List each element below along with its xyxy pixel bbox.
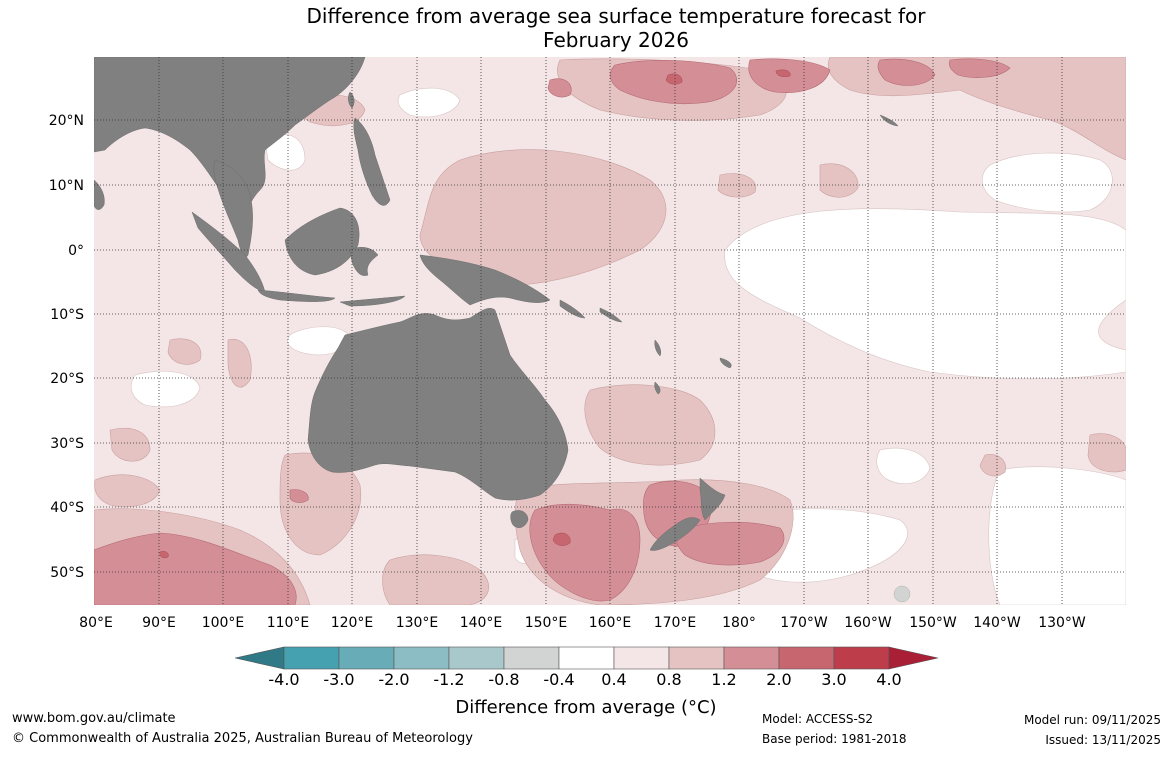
lon-label: 130°W — [1038, 615, 1086, 631]
lat-label: 10°N — [49, 178, 84, 194]
lon-label: 160°E — [589, 615, 632, 631]
colorbar-swatch — [613, 646, 670, 670]
graticule — [94, 57, 1126, 605]
colorbar-swatch — [723, 646, 780, 670]
colorbar-low-arrow — [234, 646, 285, 670]
colorbar-tick: -3.0 — [323, 670, 355, 689]
colorbar-tick: 0.8 — [656, 670, 682, 689]
lon-label: 150°E — [525, 615, 568, 631]
colorbar-high-arrow — [888, 646, 939, 670]
colorbar-swatch — [778, 646, 835, 670]
colorbar-tick: 0.4 — [601, 670, 627, 689]
footer-website: www.bom.gov.au/climate — [12, 711, 176, 726]
colorbar-tick: 1.2 — [711, 670, 737, 689]
land-borneo — [284, 207, 360, 276]
lon-label: 130°E — [396, 615, 439, 631]
anomaly-2.0-3.0-regions — [159, 69, 791, 559]
lon-label: 150°W — [909, 615, 957, 631]
lon-label: 170°W — [780, 615, 828, 631]
latitude-labels: 20°N 10°N 0° 10°S 20°S 30°S 40°S 50°S — [49, 113, 84, 581]
footer-issued: Issued: 13/11/2025 — [1045, 733, 1161, 747]
land-java — [257, 289, 336, 302]
colorbar-tick: 2.0 — [766, 670, 792, 689]
lon-label: 160°W — [844, 615, 892, 631]
colorbar-swatch — [338, 646, 395, 670]
footer-model-run: Model run: 09/11/2025 — [1023, 713, 1161, 727]
lon-label: 90°E — [142, 615, 176, 631]
colorbar-swatch — [393, 646, 450, 670]
colorbar-swatch — [558, 646, 615, 670]
colorbar-tick: -1.2 — [433, 670, 465, 689]
footer-copyright: © Commonwealth of Australia 2025, Austra… — [12, 731, 473, 746]
land-philippines — [353, 117, 391, 206]
colorbar-tick: -4.0 — [268, 670, 300, 689]
lat-label: 30°S — [50, 436, 84, 452]
map-area — [94, 57, 1126, 605]
footer-base-period: Base period: 1981-2018 — [762, 732, 907, 746]
lat-label: 40°S — [50, 500, 84, 516]
colorbar-tick: -0.4 — [543, 670, 575, 689]
near-normal-regions — [130, 87, 1126, 605]
land-lesser-sundas — [339, 295, 406, 307]
lat-label: 20°S — [50, 371, 84, 387]
land-india — [94, 179, 105, 210]
colorbar-swatch — [833, 646, 890, 670]
title-line-1: Difference from average sea surface temp… — [306, 4, 926, 28]
land-sulawesi — [349, 247, 379, 276]
anomaly-1.2-2.0-regions — [94, 58, 1011, 605]
colorbar-swatch — [448, 646, 505, 670]
longitude-labels: 80°E 90°E 100°E 110°E 120°E 130°E 140°E … — [79, 615, 1086, 631]
colorbar — [234, 646, 939, 670]
lon-label: 100°E — [202, 615, 245, 631]
land-masses — [94, 57, 899, 551]
lat-label: 10°S — [50, 307, 84, 323]
land-australia — [307, 308, 569, 501]
colorbar-swatch — [668, 646, 725, 670]
footer-model: Model: ACCESS-S2 — [762, 712, 874, 726]
lat-label: 50°S — [50, 565, 84, 581]
lat-label: 20°N — [49, 113, 84, 129]
lon-label: 80°E — [79, 615, 113, 631]
land-nz-north — [699, 477, 726, 521]
colorbar-title: Difference from average (°C) — [455, 697, 717, 718]
colorbar-tick-labels: -4.0 -3.0 -2.0 -1.2 -0.8 -0.4 0.4 0.8 1.… — [0, 670, 1173, 692]
colorbar-tick: -0.8 — [488, 670, 520, 689]
lon-label: 180° — [722, 615, 756, 631]
colorbar-swatch — [283, 646, 340, 670]
lon-label: 140°E — [460, 615, 503, 631]
colorbar-swatch — [503, 646, 560, 670]
colorbar-tick: -2.0 — [378, 670, 410, 689]
lon-label: 140°W — [973, 615, 1021, 631]
land-tasmania — [510, 510, 529, 528]
chart-title: Difference from average sea surface temp… — [0, 4, 1173, 52]
lon-label: 110°E — [267, 615, 310, 631]
lon-label: 170°E — [654, 615, 697, 631]
lat-label: 0° — [68, 243, 84, 259]
cool-spot — [893, 585, 911, 603]
land-new-guinea — [419, 254, 551, 306]
colorbar-tick: 3.0 — [821, 670, 847, 689]
title-line-2: February 2026 — [543, 28, 689, 52]
colorbar-tick: 4.0 — [876, 670, 902, 689]
lon-label: 120°E — [331, 615, 374, 631]
